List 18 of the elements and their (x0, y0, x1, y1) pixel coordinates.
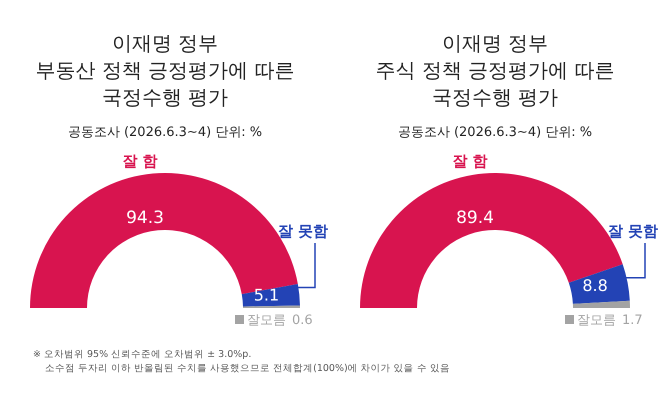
chart-title: 이재명 정부 부동산 정책 긍정평가에 따른 국정수행 평가 (35, 31, 295, 109)
chart-subtitle: 공동조사 (2026.6.3~4) 단위: % (68, 125, 262, 140)
data-label: 8.8 (582, 276, 608, 295)
chart-subtitle: 공동조사 (2026.6.3~4) 단위: % (398, 125, 592, 140)
chart-title: 이재명 정부 주식 정책 긍정평가에 따른 국정수행 평가 (375, 31, 615, 109)
slice-label: 잘 못함 (278, 222, 328, 240)
slice-label: 잘 함 (452, 152, 488, 170)
data-label: 0.6 (292, 313, 313, 328)
data-label: 5.1 (254, 286, 280, 305)
legend-label: 잘모름 (247, 313, 286, 328)
slice-label: 잘 못함 (608, 222, 658, 240)
legend-label: 잘모름 (577, 313, 616, 328)
data-label: 94.3 (126, 208, 164, 228)
slice-label: 잘 함 (122, 152, 158, 170)
text: 소수점 두자리 이하 반올림된 수치를 사용했으므로 전체합계(100%)에 차이가 있을 수 있음 (45, 363, 450, 374)
text: ※ 오차범위 95% 신뢰수준에 오차범위 ± 3.0%p. (33, 349, 252, 360)
data-label: 1.7 (622, 313, 643, 328)
data-label: 89.4 (456, 208, 494, 228)
